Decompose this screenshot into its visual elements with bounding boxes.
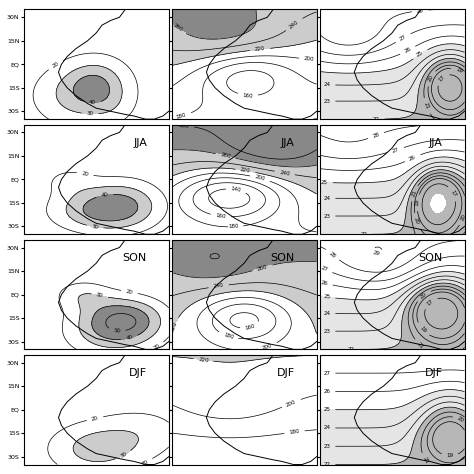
Text: 23: 23 <box>323 444 330 449</box>
Text: 20: 20 <box>81 171 89 177</box>
Text: SON: SON <box>123 253 147 263</box>
Text: 30: 30 <box>91 224 99 230</box>
Text: 24: 24 <box>323 196 330 201</box>
Text: SON: SON <box>419 253 443 263</box>
Text: 260: 260 <box>220 152 231 159</box>
Text: 28: 28 <box>328 250 337 259</box>
Text: 19: 19 <box>455 67 463 75</box>
Text: 220: 220 <box>255 46 265 53</box>
Text: 20: 20 <box>413 217 420 225</box>
Text: 240: 240 <box>213 283 224 290</box>
Text: 23: 23 <box>323 213 330 219</box>
Text: 29: 29 <box>372 250 380 257</box>
Text: 20: 20 <box>152 343 161 351</box>
Text: 40: 40 <box>89 100 96 105</box>
Text: 23: 23 <box>323 99 330 104</box>
Text: 28: 28 <box>417 8 424 14</box>
Text: 27: 27 <box>392 146 400 154</box>
Text: 240: 240 <box>279 170 290 176</box>
Text: DJF: DJF <box>129 368 147 378</box>
Text: 27: 27 <box>399 34 407 42</box>
Text: 140: 140 <box>231 186 242 193</box>
Text: 22: 22 <box>373 117 380 122</box>
Text: 20: 20 <box>51 61 60 69</box>
Text: 240: 240 <box>289 19 300 29</box>
Text: DJF: DJF <box>425 368 443 378</box>
Text: 22: 22 <box>360 232 367 237</box>
Text: 25: 25 <box>321 180 328 185</box>
Text: 160: 160 <box>215 213 226 219</box>
Text: SON: SON <box>271 253 295 263</box>
Text: 30: 30 <box>119 451 128 459</box>
Text: 19: 19 <box>415 199 420 206</box>
Text: 20: 20 <box>456 416 465 424</box>
Text: 23: 23 <box>323 328 330 334</box>
Text: JJA: JJA <box>429 138 443 148</box>
Text: 20: 20 <box>419 292 428 300</box>
Text: 21: 21 <box>416 342 425 350</box>
Text: 24: 24 <box>323 82 330 87</box>
Text: 19: 19 <box>419 325 427 334</box>
Text: DJF: DJF <box>277 368 295 378</box>
Text: 160: 160 <box>242 92 253 99</box>
Text: 260: 260 <box>172 23 183 33</box>
Text: 200: 200 <box>304 56 315 62</box>
Text: 200: 200 <box>285 399 297 408</box>
Text: 25: 25 <box>323 294 330 300</box>
Text: 20: 20 <box>141 459 149 466</box>
Text: JJA: JJA <box>281 138 295 148</box>
Text: 26: 26 <box>403 46 412 54</box>
Text: 200: 200 <box>262 343 273 351</box>
Text: 27: 27 <box>323 371 330 376</box>
Text: 220: 220 <box>170 321 178 333</box>
Text: 30: 30 <box>96 292 104 299</box>
Text: 17: 17 <box>426 298 434 307</box>
Text: 20: 20 <box>427 74 435 82</box>
Text: 26: 26 <box>323 389 330 394</box>
Text: 40: 40 <box>101 192 109 198</box>
Text: 220: 220 <box>198 356 209 363</box>
Text: 17: 17 <box>450 189 457 198</box>
Text: 20: 20 <box>460 213 467 222</box>
Text: 22: 22 <box>323 462 330 467</box>
Text: 27: 27 <box>320 266 328 273</box>
Text: 26: 26 <box>320 280 328 286</box>
Text: 20: 20 <box>126 289 133 295</box>
Text: 180: 180 <box>289 429 300 435</box>
Text: 20: 20 <box>91 415 99 422</box>
Text: 40: 40 <box>126 335 133 341</box>
Text: 17: 17 <box>438 74 446 82</box>
Text: 260: 260 <box>257 264 268 272</box>
Text: 21: 21 <box>421 456 429 465</box>
Text: 280: 280 <box>178 123 189 128</box>
Text: 180: 180 <box>223 332 234 340</box>
Text: 160: 160 <box>245 324 256 331</box>
Text: 19: 19 <box>446 453 453 458</box>
Text: 25: 25 <box>323 407 330 412</box>
Text: 200: 200 <box>255 174 266 182</box>
Text: 21: 21 <box>410 189 418 198</box>
Text: 24: 24 <box>323 426 330 430</box>
Text: 22: 22 <box>348 347 355 352</box>
Text: 220: 220 <box>240 167 251 174</box>
Text: JJA: JJA <box>133 138 147 148</box>
Text: 180: 180 <box>228 224 238 229</box>
Text: 25: 25 <box>416 50 425 58</box>
Text: 24: 24 <box>323 311 330 316</box>
Text: 180: 180 <box>176 112 187 120</box>
Text: 50: 50 <box>113 328 121 334</box>
Text: 26: 26 <box>409 155 417 162</box>
Text: 21: 21 <box>423 102 430 110</box>
Text: 30: 30 <box>86 111 94 117</box>
Text: 28: 28 <box>372 132 380 139</box>
